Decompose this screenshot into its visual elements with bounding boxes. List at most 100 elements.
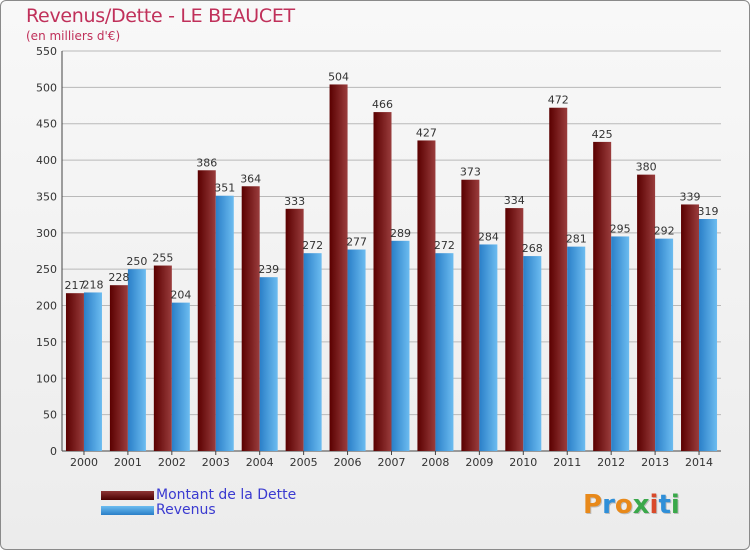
y-tick-label: 0 [50, 445, 57, 458]
x-tick-label: 2006 [334, 456, 362, 469]
label-dette: 504 [328, 70, 349, 83]
bar-dette [285, 208, 304, 451]
x-tick-label: 2000 [70, 456, 98, 469]
label-revenus: 284 [478, 230, 499, 243]
y-tick-label: 450 [36, 118, 57, 131]
label-dette: 217 [64, 279, 85, 292]
bar-dette [109, 285, 128, 451]
label-dette: 334 [504, 194, 525, 207]
y-tick-label: 200 [36, 300, 57, 313]
label-revenus: 295 [610, 222, 631, 235]
bar-revenus [611, 236, 630, 451]
bar-revenus [127, 269, 146, 451]
label-revenus: 277 [346, 236, 367, 249]
x-tick-label: 2010 [509, 456, 537, 469]
legend-item-revenus: Revenus [101, 503, 216, 517]
label-revenus: 268 [522, 242, 543, 255]
y-tick-label: 400 [36, 154, 57, 167]
label-revenus: 272 [434, 239, 455, 252]
legend-swatch-dette [101, 490, 154, 500]
bar-dette [417, 140, 436, 452]
bar-dette [593, 141, 612, 451]
legend-label-revenus: Revenus [156, 502, 216, 518]
y-tick-label: 550 [36, 45, 57, 58]
x-tick-label: 2012 [597, 456, 625, 469]
label-dette: 255 [152, 252, 173, 265]
legend-label-dette: Montant de la Dette [156, 487, 297, 503]
label-revenus: 319 [698, 205, 719, 218]
bar-revenus [171, 302, 190, 451]
label-revenus: 272 [302, 239, 323, 252]
label-revenus: 250 [126, 255, 147, 268]
y-tick-label: 350 [36, 190, 57, 203]
y-tick-label: 250 [36, 263, 57, 276]
bar-revenus [567, 246, 586, 451]
x-tick-label: 2007 [378, 456, 406, 469]
label-dette: 373 [460, 166, 481, 179]
label-revenus: 281 [566, 233, 587, 246]
bar-dette [65, 293, 84, 451]
label-dette: 425 [592, 128, 613, 141]
label-dette: 228 [108, 271, 129, 284]
bar-revenus [479, 244, 498, 451]
legend-swatch-revenus [101, 505, 154, 515]
x-tick-label: 2014 [685, 456, 713, 469]
label-dette: 472 [548, 94, 569, 107]
bar-revenus [699, 219, 718, 451]
label-dette: 386 [196, 156, 217, 169]
x-axis-ticks: 2000 2001 2002 2003 2004 2005 2006 2007 2008 2009… [70, 451, 713, 469]
bar-dette [461, 179, 480, 451]
y-tick-label: 100 [36, 372, 57, 385]
label-dette: 364 [240, 172, 261, 185]
label-revenus: 204 [170, 289, 191, 302]
y-tick-label: 150 [36, 336, 57, 349]
label-revenus: 351 [214, 182, 235, 195]
x-tick-label: 2013 [641, 456, 669, 469]
x-tick-label: 2001 [114, 456, 142, 469]
bar-revenus [83, 292, 102, 451]
bar-dette [681, 204, 700, 451]
x-tick-label: 2004 [246, 456, 274, 469]
bar-revenus [655, 238, 674, 451]
label-revenus: 218 [82, 278, 103, 291]
chart-title: Revenus/Dette - LE BEAUCET [26, 5, 295, 27]
y-tick-label: 300 [36, 227, 57, 240]
bar-revenus [435, 253, 454, 451]
bar-dette [329, 84, 348, 452]
y-axis-ticks: 0 50 100 150 200 250 300 350 400 450 500 550 [36, 45, 57, 458]
x-tick-label: 2002 [158, 456, 186, 469]
bar-revenus [391, 240, 410, 451]
x-tick-label: 2008 [421, 456, 449, 469]
bar-dette [637, 174, 656, 452]
bar-dette [373, 112, 392, 451]
label-dette: 427 [416, 126, 437, 139]
label-revenus: 292 [654, 225, 675, 238]
label-dette: 333 [284, 195, 305, 208]
label-dette: 339 [680, 190, 701, 203]
x-tick-label: 2011 [553, 456, 581, 469]
x-tick-label: 2003 [202, 456, 230, 469]
bar-dette [153, 265, 172, 451]
chart-subtitle: (en milliers d'€) [26, 29, 121, 43]
bar-revenus [215, 195, 234, 451]
proxiti-logo: Proxiti [583, 490, 680, 520]
label-dette: 466 [372, 98, 393, 111]
bar-revenus [303, 253, 322, 451]
y-tick-label: 50 [43, 409, 57, 422]
label-dette: 380 [636, 161, 657, 174]
legend-item-dette: Montant de la Dette [101, 488, 296, 502]
bar-revenus [259, 277, 278, 451]
x-tick-label: 2009 [465, 456, 493, 469]
x-tick-label: 2005 [290, 456, 318, 469]
bar-dette [241, 186, 260, 452]
bar-revenus [347, 249, 366, 451]
bars [65, 84, 718, 452]
bar-dette [505, 208, 524, 451]
label-revenus: 289 [390, 227, 411, 240]
y-tick-label: 500 [36, 81, 57, 94]
bar-dette [549, 107, 568, 452]
bar-dette [197, 170, 216, 452]
